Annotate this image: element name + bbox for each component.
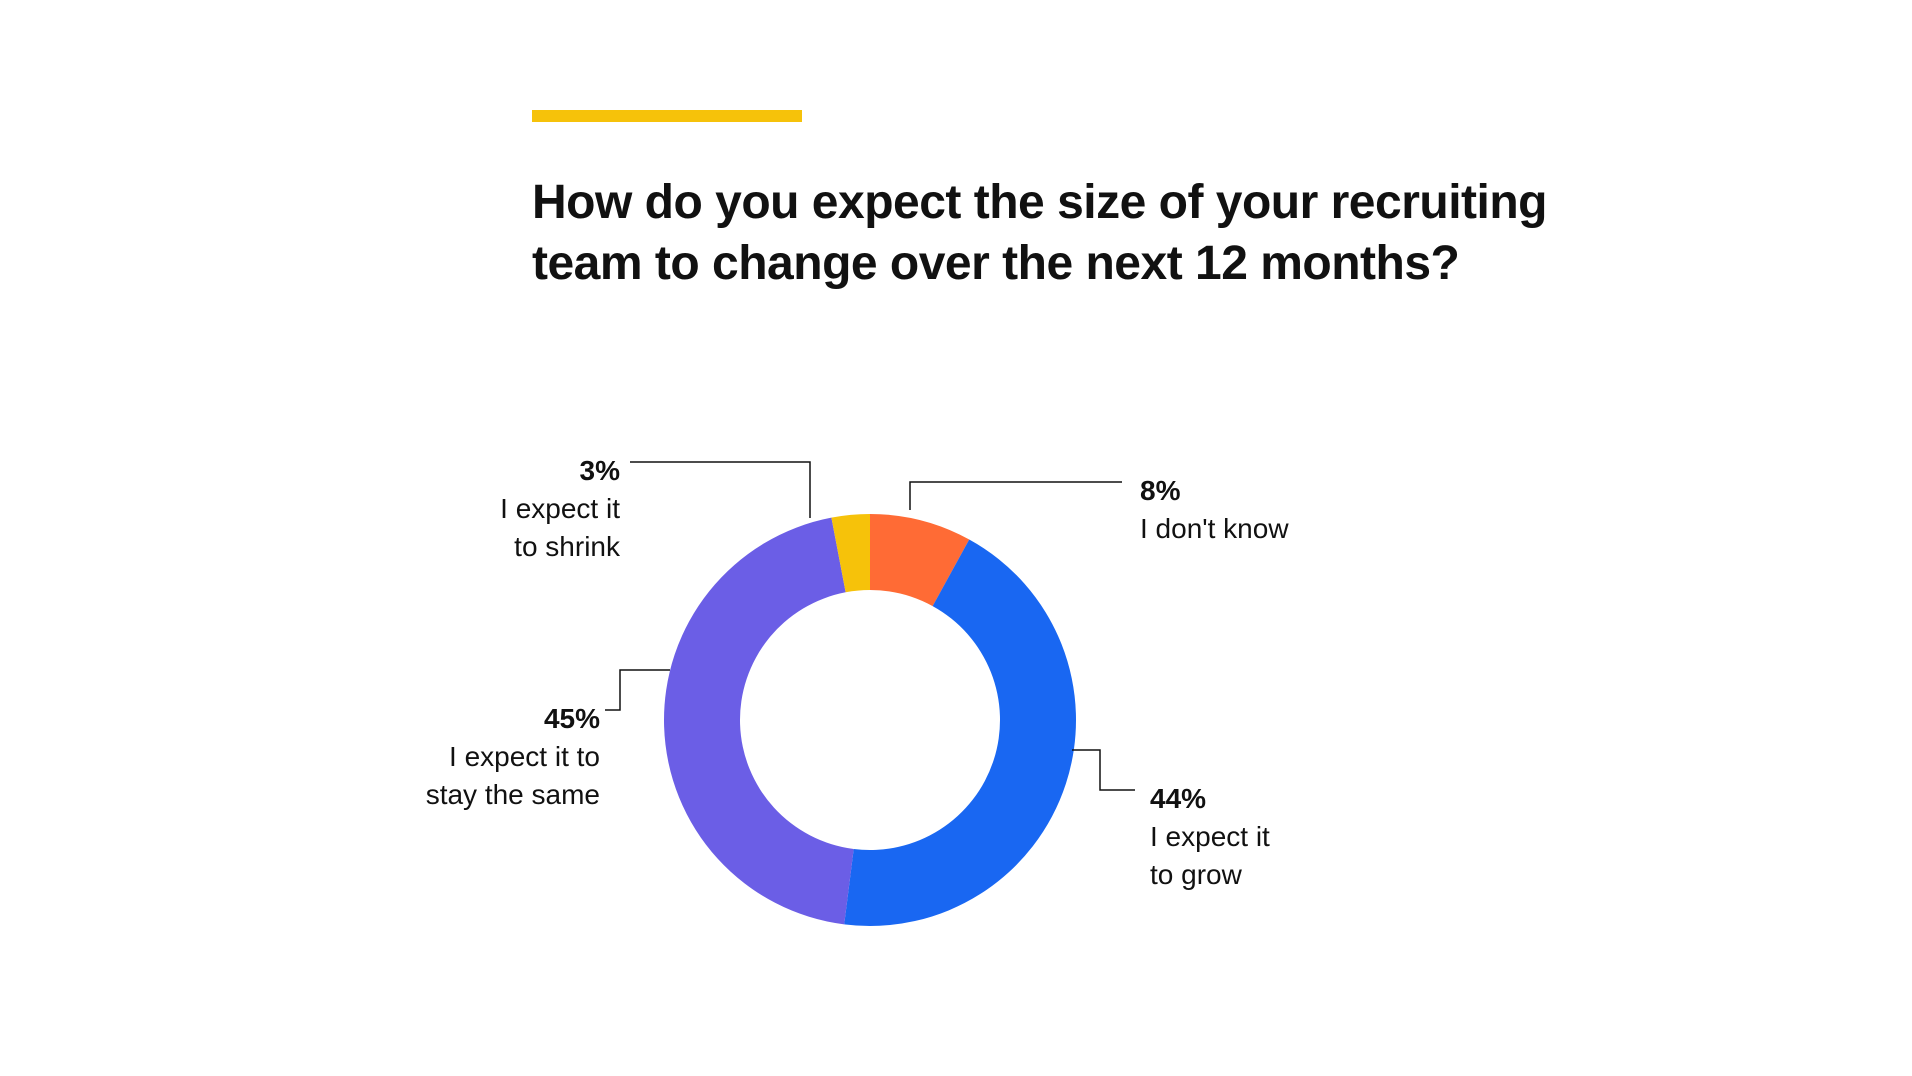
- donut-segment-stay_same: [664, 518, 854, 925]
- segment-label-stay_same: 45%I expect it tostay the same: [360, 700, 600, 813]
- segment-pct-dont_know: 8%: [1140, 472, 1289, 510]
- segment-label-dont_know: 8%I don't know: [1140, 472, 1289, 548]
- segment-desc-shrink: to shrink: [440, 528, 620, 566]
- leader-line-grow: [1072, 750, 1135, 790]
- leader-line-shrink: [630, 462, 810, 518]
- chart-container: How do you expect the size of your recru…: [0, 0, 1912, 1076]
- leader-line-dont_know: [910, 482, 1122, 510]
- segment-desc-grow: to grow: [1150, 856, 1270, 894]
- donut-svg: [0, 0, 1912, 1076]
- segment-pct-shrink: 3%: [440, 452, 620, 490]
- donut-segment-grow: [844, 539, 1076, 926]
- segment-pct-grow: 44%: [1150, 780, 1270, 818]
- segment-label-shrink: 3%I expect itto shrink: [440, 452, 620, 565]
- leader-line-stay_same: [605, 670, 670, 710]
- segment-desc-dont_know: I don't know: [1140, 510, 1289, 548]
- segment-desc-shrink: I expect it: [440, 490, 620, 528]
- segment-label-grow: 44%I expect itto grow: [1150, 780, 1270, 893]
- segment-desc-stay_same: I expect it to: [360, 738, 600, 776]
- segment-desc-grow: I expect it: [1150, 818, 1270, 856]
- segment-desc-stay_same: stay the same: [360, 776, 600, 814]
- segment-pct-stay_same: 45%: [360, 700, 600, 738]
